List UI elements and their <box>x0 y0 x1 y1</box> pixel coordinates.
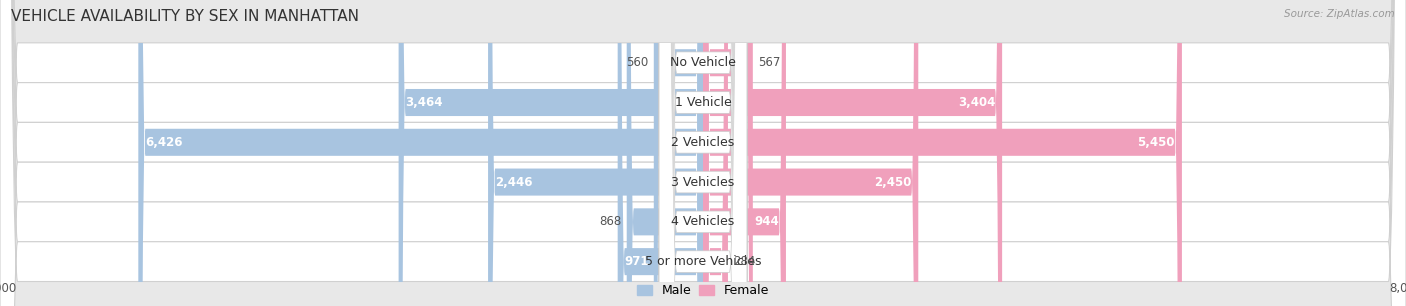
Text: 8,000: 8,000 <box>1389 282 1406 294</box>
FancyBboxPatch shape <box>703 0 728 306</box>
Text: VEHICLE AVAILABILITY BY SEX IN MANHATTAN: VEHICLE AVAILABILITY BY SEX IN MANHATTAN <box>11 9 360 24</box>
Text: 8,000: 8,000 <box>0 282 17 294</box>
FancyBboxPatch shape <box>659 0 747 306</box>
FancyBboxPatch shape <box>703 0 1182 306</box>
FancyBboxPatch shape <box>488 0 703 306</box>
Text: 5,450: 5,450 <box>1137 136 1175 149</box>
FancyBboxPatch shape <box>659 0 747 306</box>
FancyBboxPatch shape <box>399 0 703 306</box>
Text: 5 or more Vehicles: 5 or more Vehicles <box>645 255 761 268</box>
Text: 284: 284 <box>734 255 755 268</box>
FancyBboxPatch shape <box>703 0 1002 306</box>
Text: 4 Vehicles: 4 Vehicles <box>672 215 734 228</box>
Text: 560: 560 <box>626 56 648 69</box>
Text: 1 Vehicle: 1 Vehicle <box>675 96 731 109</box>
Text: 2,446: 2,446 <box>495 176 533 188</box>
FancyBboxPatch shape <box>659 0 747 306</box>
Legend: Male, Female: Male, Female <box>634 282 772 300</box>
FancyBboxPatch shape <box>617 0 703 306</box>
FancyBboxPatch shape <box>703 0 752 306</box>
FancyBboxPatch shape <box>659 0 747 306</box>
Text: 868: 868 <box>599 215 621 228</box>
FancyBboxPatch shape <box>654 0 703 306</box>
Text: 2 Vehicles: 2 Vehicles <box>672 136 734 149</box>
Text: 3,464: 3,464 <box>405 96 443 109</box>
FancyBboxPatch shape <box>703 0 918 306</box>
Text: 2,450: 2,450 <box>875 176 911 188</box>
Text: 944: 944 <box>754 215 779 228</box>
Text: 971: 971 <box>624 255 650 268</box>
FancyBboxPatch shape <box>659 0 747 306</box>
Text: 3 Vehicles: 3 Vehicles <box>672 176 734 188</box>
Text: 6,426: 6,426 <box>145 136 183 149</box>
Text: 567: 567 <box>758 56 780 69</box>
Text: Source: ZipAtlas.com: Source: ZipAtlas.com <box>1284 9 1395 19</box>
FancyBboxPatch shape <box>703 0 786 306</box>
FancyBboxPatch shape <box>627 0 703 306</box>
FancyBboxPatch shape <box>659 0 747 306</box>
Text: 3,404: 3,404 <box>957 96 995 109</box>
Text: No Vehicle: No Vehicle <box>671 56 735 69</box>
FancyBboxPatch shape <box>138 0 703 306</box>
